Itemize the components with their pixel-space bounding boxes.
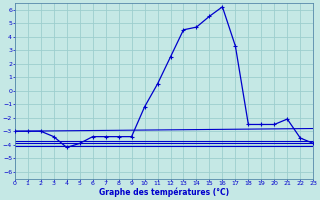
X-axis label: Graphe des températures (°C): Graphe des températures (°C) <box>99 188 229 197</box>
